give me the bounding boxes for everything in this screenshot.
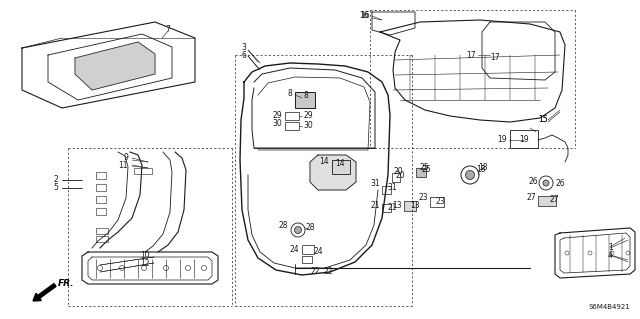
Circle shape <box>186 265 191 271</box>
Text: 28: 28 <box>305 224 314 233</box>
Bar <box>134 168 152 174</box>
Text: 5: 5 <box>53 183 58 192</box>
Bar <box>382 204 391 212</box>
Text: 21: 21 <box>371 201 380 210</box>
Text: 17: 17 <box>467 50 476 60</box>
Text: 30: 30 <box>303 122 313 130</box>
Bar <box>96 236 108 242</box>
Bar <box>538 196 556 206</box>
Bar <box>96 184 106 191</box>
Circle shape <box>97 265 102 271</box>
Circle shape <box>610 251 614 255</box>
Circle shape <box>539 176 553 190</box>
Circle shape <box>141 265 147 271</box>
Text: 17: 17 <box>490 53 500 62</box>
Text: 23: 23 <box>419 194 428 203</box>
Text: 31: 31 <box>387 183 397 192</box>
Text: 6: 6 <box>241 51 246 61</box>
Polygon shape <box>75 42 155 90</box>
Bar <box>302 256 312 263</box>
Bar <box>382 186 391 194</box>
Bar <box>96 196 106 203</box>
Text: 23: 23 <box>436 197 445 205</box>
Bar <box>404 201 416 211</box>
Text: 9: 9 <box>123 153 128 162</box>
FancyArrow shape <box>33 284 56 301</box>
Text: 25: 25 <box>420 164 429 173</box>
Text: 14: 14 <box>335 159 345 167</box>
Circle shape <box>626 251 630 255</box>
Circle shape <box>294 226 301 234</box>
Bar <box>430 197 444 207</box>
Text: 20: 20 <box>394 167 404 175</box>
Text: 13: 13 <box>392 202 402 211</box>
Text: S6M4B4921: S6M4B4921 <box>588 304 630 310</box>
Circle shape <box>120 265 125 271</box>
Circle shape <box>202 265 207 271</box>
Text: 7: 7 <box>166 26 170 34</box>
Bar <box>96 208 106 215</box>
Text: 15: 15 <box>538 115 548 124</box>
Text: 21: 21 <box>387 203 397 211</box>
Bar <box>96 228 108 234</box>
Bar <box>510 130 538 148</box>
Text: 19: 19 <box>497 136 507 145</box>
Polygon shape <box>310 155 356 190</box>
Text: 25: 25 <box>422 166 431 174</box>
Text: 11: 11 <box>118 161 128 170</box>
FancyBboxPatch shape <box>285 122 299 130</box>
Text: 10: 10 <box>140 250 150 259</box>
Text: 3: 3 <box>241 43 246 53</box>
Bar <box>295 92 315 108</box>
Text: 26: 26 <box>555 179 564 188</box>
Text: 16: 16 <box>360 11 370 20</box>
Text: 31: 31 <box>371 180 380 189</box>
Text: 18: 18 <box>478 164 488 173</box>
Text: 19: 19 <box>520 136 529 145</box>
Text: 15: 15 <box>538 115 548 124</box>
Text: 18: 18 <box>476 166 486 174</box>
Text: 13: 13 <box>410 202 420 211</box>
Text: 22: 22 <box>323 268 333 277</box>
Bar <box>332 160 350 174</box>
Circle shape <box>291 223 305 237</box>
Text: 1: 1 <box>608 243 613 253</box>
Text: 27: 27 <box>526 192 536 202</box>
Text: 27: 27 <box>550 196 559 204</box>
Text: 24: 24 <box>289 246 299 255</box>
Bar <box>302 245 314 254</box>
Text: 20: 20 <box>396 170 406 180</box>
Circle shape <box>543 180 549 186</box>
Circle shape <box>465 170 474 180</box>
FancyBboxPatch shape <box>285 112 299 120</box>
Text: 28: 28 <box>278 220 288 229</box>
Circle shape <box>565 251 569 255</box>
Text: 16: 16 <box>360 11 369 19</box>
Text: 22: 22 <box>310 266 320 276</box>
Text: 12: 12 <box>141 258 150 268</box>
Circle shape <box>163 265 168 271</box>
Bar <box>96 172 106 179</box>
Text: 29: 29 <box>273 110 282 120</box>
Circle shape <box>588 251 592 255</box>
Text: 4: 4 <box>608 250 613 259</box>
Bar <box>392 173 400 182</box>
Text: 24: 24 <box>313 248 323 256</box>
Text: FR.: FR. <box>58 278 74 287</box>
Text: 2: 2 <box>53 175 58 184</box>
Text: 26: 26 <box>529 177 538 187</box>
Text: 30: 30 <box>272 120 282 129</box>
Text: 8: 8 <box>303 92 308 100</box>
Circle shape <box>461 166 479 184</box>
Text: 8: 8 <box>287 90 292 99</box>
Text: 29: 29 <box>303 112 312 121</box>
Bar <box>416 168 426 177</box>
Text: 14: 14 <box>319 157 329 166</box>
